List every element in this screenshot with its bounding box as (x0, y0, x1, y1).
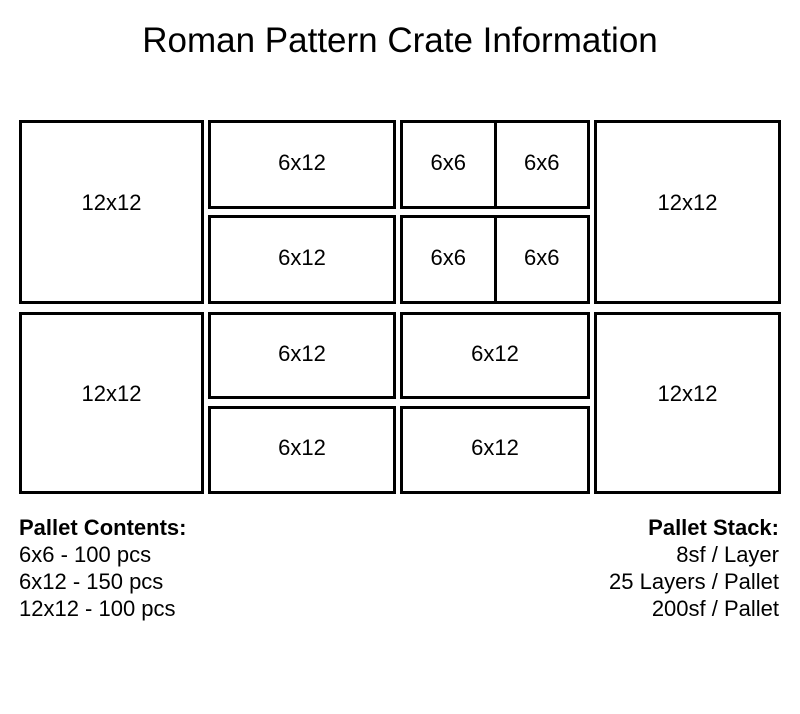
tile-6x6: 6x6 (403, 123, 494, 206)
tile-label: 6x6 (430, 244, 466, 270)
tile-12x12-top-right: 12x12 (594, 120, 781, 304)
tile-label: 6x12 (278, 435, 326, 460)
tile-label: 6x12 (278, 149, 326, 175)
tile-label: 6x6 (430, 149, 466, 175)
tile-label: 6x12 (278, 340, 326, 366)
tile-12x12-bottom-right: 12x12 (594, 312, 781, 494)
tile-6x6: 6x6 (403, 218, 494, 301)
pallet-stack-block: Pallet Stack: 8sf / Layer 25 Layers / Pa… (609, 514, 779, 622)
tile-6x6-pair-row1: 6x6 6x6 (400, 120, 590, 209)
tile-6x12-bottom-col3-row1: 6x12 (400, 312, 590, 399)
pallet-contents-item-12x12: 12x12 - 100 pcs (19, 596, 176, 621)
pallet-stack-item-layers-per-pallet: 25 Layers / Pallet (609, 569, 779, 594)
tile-6x6-pair-row2: 6x6 6x6 (400, 215, 590, 304)
tile-label: 12x12 (81, 381, 142, 406)
tile-label: 6x12 (471, 435, 519, 460)
tile-label: 12x12 (657, 381, 718, 406)
tile-6x6: 6x6 (493, 123, 588, 206)
tile-6x12-top-col2-row1: 6x12 (208, 120, 396, 209)
pallet-contents-heading: Pallet Contents: (19, 515, 187, 540)
tile-6x12-bottom-col3-row2: 6x12 (400, 406, 590, 494)
pallet-stack-heading: Pallet Stack: (648, 515, 779, 540)
pallet-contents-item-6x12: 6x12 - 150 pcs (19, 569, 164, 594)
tile-label: 12x12 (81, 190, 142, 215)
tile-label: 6x12 (471, 340, 519, 366)
tile-12x12-bottom-left: 12x12 (19, 312, 204, 494)
page-title: Roman Pattern Crate Information (142, 21, 658, 60)
tile-12x12-top-left: 12x12 (19, 120, 204, 304)
pallet-contents-block: Pallet Contents: 6x6 - 100 pcs 6x12 - 15… (19, 514, 186, 622)
tile-6x12-bottom-col2-row2: 6x12 (208, 406, 396, 494)
tile-label: 6x6 (524, 244, 560, 270)
tile-label: 6x12 (278, 244, 326, 270)
tile-6x12-top-col2-row2: 6x12 (208, 215, 396, 304)
tile-label: 6x6 (524, 149, 560, 175)
pallet-contents-item-6x6: 6x6 - 100 pcs (19, 542, 152, 567)
tile-6x6: 6x6 (493, 218, 588, 301)
tile-6x12-bottom-col2-row1: 6x12 (208, 312, 396, 399)
pallet-stack-item-layer: 8sf / Layer (676, 542, 779, 567)
tile-label: 12x12 (657, 190, 718, 215)
pallet-stack-item-sf-per-pallet: 200sf / Pallet (651, 596, 779, 621)
